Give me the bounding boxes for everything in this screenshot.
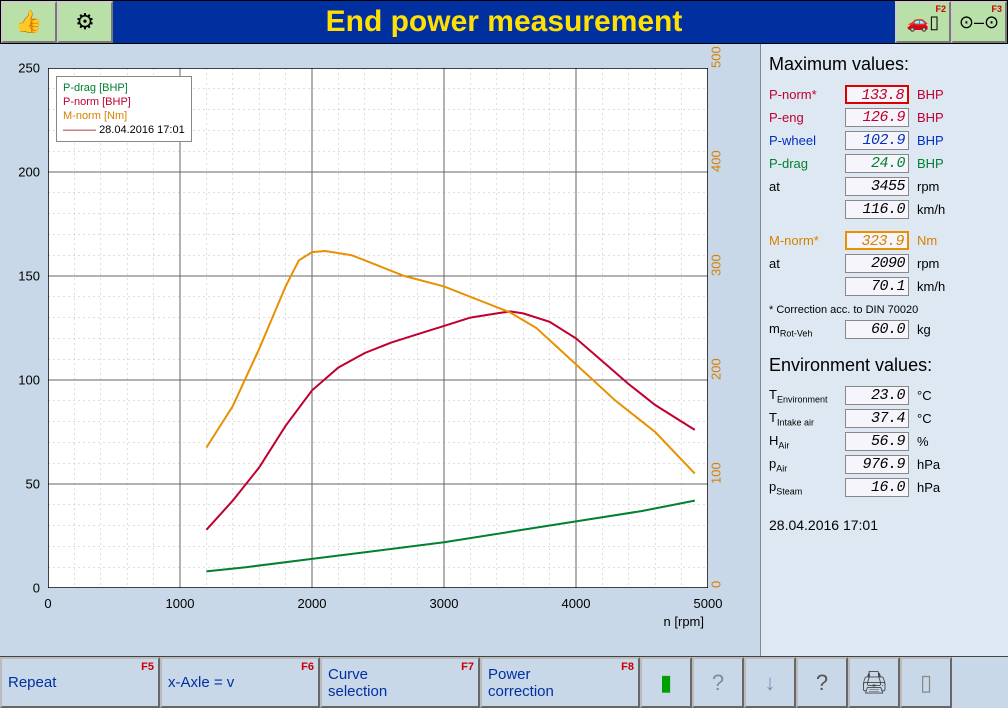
f3-button[interactable]: F3⊙–⊙ (951, 1, 1007, 43)
env-row: HAir56.9% (769, 430, 1000, 453)
chart-legend: P-drag [BHP] P-norm [BHP] M-norm [Nm] ——… (56, 76, 192, 142)
footer-icon-button[interactable]: 🖨 (848, 657, 900, 708)
env-row: TIntake air37.4°C (769, 407, 1000, 430)
mrot-row: mRot-Veh 60.0 kg (769, 318, 1000, 341)
f2-button[interactable]: F2🚗▯ (895, 1, 951, 43)
footer-button[interactable]: F6x-Axle = v (160, 657, 320, 708)
chart-area: 050100150200250 P-drag [BHP] P-norm [BHP… (0, 44, 760, 656)
footer-button[interactable]: F5Repeat (0, 657, 160, 708)
engine-button[interactable]: ⚙ (57, 1, 113, 43)
env-row: pAir976.9hPa (769, 453, 1000, 476)
header: 👍 ⚙ End power measurement F2🚗▯ F3⊙–⊙ (0, 0, 1008, 44)
env-row: pSteam16.0hPa (769, 476, 1000, 499)
thumb-icon: 👍 (15, 9, 42, 35)
ok-button[interactable]: 👍 (1, 1, 57, 43)
footer-buttons: F5RepeatF6x-Axle = vF7CurveselectionF8Po… (0, 657, 640, 708)
timestamp: 28.04.2016 17:01 (769, 517, 1000, 533)
footer-button[interactable]: F7Curveselection (320, 657, 480, 708)
page-title: End power measurement (113, 1, 895, 43)
footer-button[interactable]: F8Powercorrection (480, 657, 640, 708)
value-row: P-drag24.0BHP (769, 152, 1000, 175)
legend-mnorm: M-norm [Nm] (63, 109, 185, 123)
legend-timestamp: ——— 28.04.2016 17:01 (63, 123, 185, 137)
max-values-heading: Maximum values: (769, 54, 1000, 75)
engine-icon: ⚙ (75, 9, 95, 35)
legend-pdrag: P-drag [BHP] (63, 81, 185, 95)
footer-icon-button[interactable]: ↓ (744, 657, 796, 708)
footer-icon-button[interactable]: ▮ (640, 657, 692, 708)
y-axis-left: 050100150200250 (8, 68, 44, 588)
legend-pnorm: P-norm [BHP] (63, 95, 185, 109)
correction-note: * Correction acc. to DIN 70020 (769, 304, 1000, 316)
x-axis-label: n [rpm] (664, 614, 704, 629)
y-axis-right: 0100200300400500 (712, 68, 748, 588)
value-row: P-eng126.9BHP (769, 106, 1000, 129)
max-values-group2: M-norm*323.9Nmat2090rpm70.1km/h (769, 229, 1000, 298)
footer-icon-button[interactable]: ? (692, 657, 744, 708)
value-row: at2090rpm (769, 252, 1000, 275)
env-row: TEnvironment23.0°C (769, 384, 1000, 407)
value-row: P-norm*133.8BHP (769, 83, 1000, 106)
footer-icon-button[interactable]: ? (796, 657, 848, 708)
env-values-group: TEnvironment23.0°CTIntake air37.4°CHAir5… (769, 384, 1000, 499)
value-row: at3455rpm (769, 175, 1000, 198)
main: 050100150200250 P-drag [BHP] P-norm [BHP… (0, 44, 1008, 656)
value-row: 70.1km/h (769, 275, 1000, 298)
mrot-value: 60.0 (845, 320, 909, 339)
footer: F5RepeatF6x-Axle = vF7CurveselectionF8Po… (0, 656, 1008, 708)
footer-icon-button[interactable]: ▯ (900, 657, 952, 708)
max-values-group1: P-norm*133.8BHPP-eng126.9BHPP-wheel102.9… (769, 83, 1000, 221)
chart-svg (48, 68, 708, 588)
chart-plot: P-drag [BHP] P-norm [BHP] M-norm [Nm] ——… (48, 68, 708, 588)
value-row: M-norm*323.9Nm (769, 229, 1000, 252)
footer-icons: ▮?↓?🖨▯ (640, 657, 1008, 708)
value-row: P-wheel102.9BHP (769, 129, 1000, 152)
value-row: 116.0km/h (769, 198, 1000, 221)
env-values-heading: Environment values: (769, 355, 1000, 376)
side-panel: Maximum values: P-norm*133.8BHPP-eng126.… (760, 44, 1008, 656)
x-axis: n [rpm] 010002000300040005000 (48, 592, 708, 632)
